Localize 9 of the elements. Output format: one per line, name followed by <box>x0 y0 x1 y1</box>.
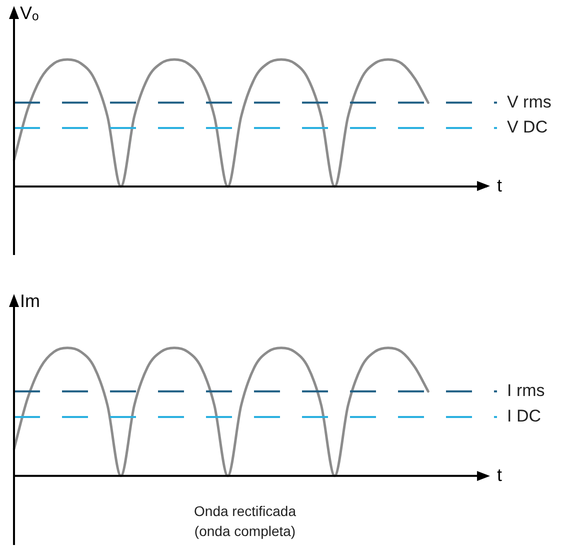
x-axis-title: t <box>497 464 502 485</box>
ref-line-label: I DC <box>507 406 541 426</box>
y-axis-title: Im <box>20 290 40 311</box>
ref-line-label: V DC <box>507 118 548 137</box>
text: Onda rectificada (onda completa) <box>194 502 296 539</box>
ref-line-label: V rms <box>507 92 552 112</box>
x-axis-title: t <box>497 175 502 196</box>
ref-line-label: I rms <box>507 381 545 400</box>
y-axis-title: Vₒ <box>20 2 40 23</box>
